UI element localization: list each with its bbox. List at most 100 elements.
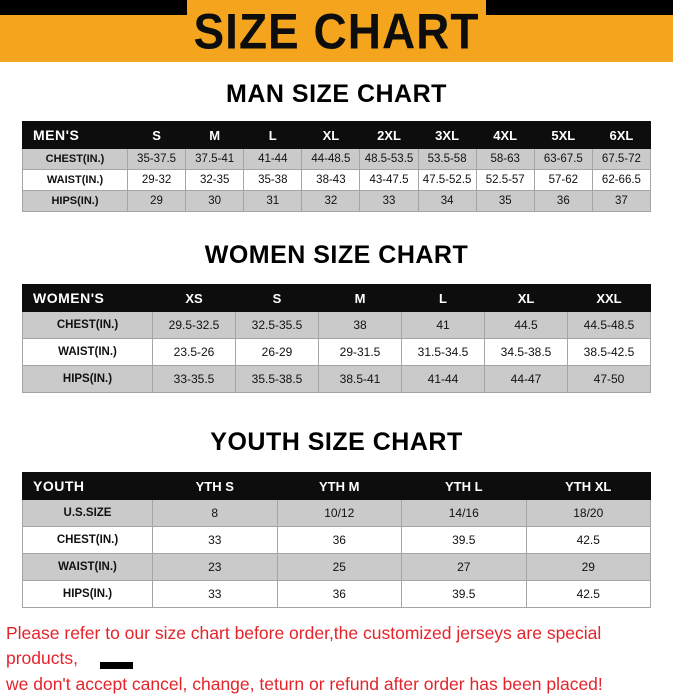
section-heading-youth: YOUTH SIZE CHART: [210, 428, 463, 456]
size-value: 34.5-38.5: [484, 338, 568, 366]
row-label: WAIST(IN.): [22, 338, 153, 366]
size-value: 29: [126, 190, 187, 212]
table-row: CHEST(IN.) 33 36 39.5 42.5: [22, 526, 651, 554]
row-label: WAIST(IN.): [22, 553, 153, 581]
size-value: 57-62: [533, 169, 593, 191]
size-value: 26-29: [235, 338, 319, 366]
corner-decoration-left: [0, 0, 187, 15]
row-label: HIPS(IN.): [22, 365, 153, 393]
size-column-header: S: [126, 121, 187, 149]
size-value: 32.5-35.5: [235, 311, 319, 339]
row-label: CHEST(IN.): [22, 526, 153, 554]
size-value: 41-44: [243, 148, 303, 170]
size-value: 41: [401, 311, 485, 339]
size-column-header: XL: [484, 284, 568, 312]
size-value: 33: [359, 190, 419, 212]
size-column-header: M: [318, 284, 402, 312]
section-women: WOMEN SIZE CHART WOMEN'S XS S M L XL XXL CHEST(…: [0, 241, 673, 393]
size-value: 48.5-53.5: [359, 148, 419, 170]
size-value: 32-35: [185, 169, 245, 191]
footer-line-2: we don't accept cancel, change, teturn o…: [6, 673, 603, 694]
table-row: WAIST(IN.) 29-32 32-35 35-38 38-43 43-47.5 47.…: [22, 169, 652, 191]
size-column-header: 3XL: [417, 121, 477, 149]
footer-note: Please refer to our size chart before or…: [6, 621, 673, 697]
table-row: U.S.SIZE 8 10/12 14/16 18/20: [22, 499, 651, 527]
size-value: 44-48.5: [301, 148, 361, 170]
size-value: 53.5-58: [417, 148, 477, 170]
size-column-header: YTH M: [276, 472, 402, 500]
size-value: 29: [525, 553, 651, 581]
size-value: 33: [152, 526, 278, 554]
size-value: 37.5-41: [185, 148, 245, 170]
size-value: 35-37.5: [126, 148, 187, 170]
page-title: SIZE CHART: [193, 2, 480, 60]
size-value: 62-66.5: [591, 169, 652, 191]
row-label: U.S.SIZE: [22, 499, 153, 527]
size-value: 32: [301, 190, 361, 212]
size-value: 29-32: [126, 169, 187, 191]
size-column-header: 5XL: [533, 121, 593, 149]
section-youth: YOUTH SIZE CHART YOUTH YTH S YTH M YTH L YTH…: [0, 428, 673, 608]
size-value: 63-67.5: [533, 148, 593, 170]
size-value: 47-50: [567, 365, 651, 393]
section-heading-women: WOMEN SIZE CHART: [204, 241, 469, 269]
size-column-header: 4XL: [475, 121, 535, 149]
section-heading-men: MAN SIZE CHART: [226, 80, 447, 108]
size-value: 35: [475, 190, 535, 212]
size-column-header: L: [243, 121, 303, 149]
table-row: CHEST(IN.) 29.5-32.5 32.5-35.5 38 41 44.5 44.5…: [22, 311, 651, 339]
size-value: 52.5-57: [475, 169, 535, 191]
size-value: 31: [243, 190, 303, 212]
size-value: 38.5-42.5: [567, 338, 651, 366]
size-value: 47.5-52.5: [417, 169, 477, 191]
size-value: 38: [318, 311, 402, 339]
size-value: 34: [417, 190, 477, 212]
size-value: 31.5-34.5: [401, 338, 485, 366]
size-value: 41-44: [401, 365, 485, 393]
table-row: HIPS(IN.) 33-35.5 35.5-38.5 38.5-41 41-44 44-…: [22, 365, 651, 393]
size-value: 23.5-26: [152, 338, 236, 366]
size-column-header: XL: [301, 121, 361, 149]
size-value: 27: [401, 553, 527, 581]
size-value: 36: [276, 526, 402, 554]
row-label: CHEST(IN.): [22, 311, 153, 339]
row-label-header: MEN'S: [22, 121, 128, 149]
size-value: 35.5-38.5: [235, 365, 319, 393]
size-value: 18/20: [525, 499, 651, 527]
size-column-header: L: [401, 284, 485, 312]
size-value: 36: [276, 580, 402, 608]
size-value: 39.5: [401, 580, 527, 608]
size-value: 33: [152, 580, 278, 608]
size-value: 30: [185, 190, 245, 212]
size-value: 42.5: [525, 526, 651, 554]
row-label-header: YOUTH: [22, 472, 153, 500]
size-value: 44.5: [484, 311, 568, 339]
size-value: 33-35.5: [152, 365, 236, 393]
size-column-header: M: [185, 121, 245, 149]
size-value: 44.5-48.5: [567, 311, 651, 339]
men-size-table: MEN'S S M L XL 2XL 3XL 4XL 5XL 6XL CHEST(IN.) 35-37…: [22, 121, 652, 212]
table-header-row: MEN'S S M L XL 2XL 3XL 4XL 5XL 6XL: [22, 121, 652, 149]
size-column-header: XS: [152, 284, 236, 312]
size-value: 39.5: [401, 526, 527, 554]
size-value: 43-47.5: [359, 169, 419, 191]
table-row: CHEST(IN.) 35-37.5 37.5-41 41-44 44-48.5 48.5…: [22, 148, 652, 170]
row-label: CHEST(IN.): [22, 148, 128, 170]
size-column-header: YTH XL: [525, 472, 651, 500]
row-label-header: WOMEN'S: [22, 284, 153, 312]
table-row: WAIST(IN.) 23.5-26 26-29 29-31.5 31.5-34.5 34…: [22, 338, 651, 366]
size-value: 58-63: [475, 148, 535, 170]
corner-decoration-bottom: [100, 662, 133, 669]
size-value: 37: [591, 190, 652, 212]
table-header-row: WOMEN'S XS S M L XL XXL: [22, 284, 651, 312]
size-column-header: YTH L: [401, 472, 527, 500]
size-column-header: XXL: [567, 284, 651, 312]
size-column-header: S: [235, 284, 319, 312]
women-size-table: WOMEN'S XS S M L XL XXL CHEST(IN.) 29.5-32.5 32.5…: [22, 284, 651, 393]
table-row: HIPS(IN.) 29 30 31 32 33 34 35 36 37: [22, 190, 652, 212]
youth-size-table: YOUTH YTH S YTH M YTH L YTH XL U.S.SIZE 8 10/12…: [22, 472, 651, 608]
size-value: 25: [276, 553, 402, 581]
size-value: 38.5-41: [318, 365, 402, 393]
size-value: 23: [152, 553, 278, 581]
